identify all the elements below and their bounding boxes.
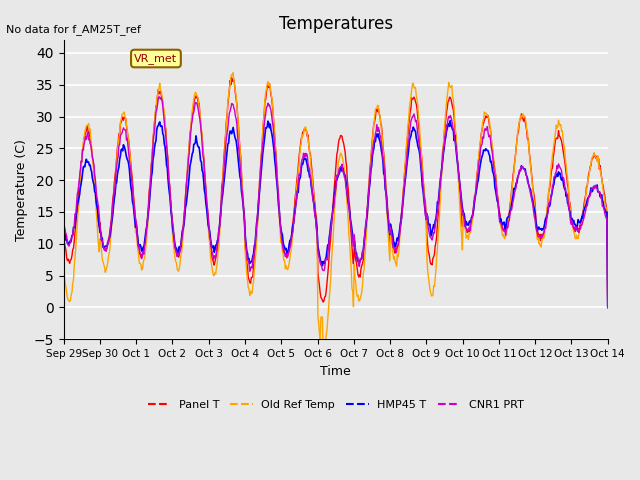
Line: Old Ref Temp: Old Ref Temp — [63, 72, 608, 355]
X-axis label: Time: Time — [320, 365, 351, 378]
Text: VR_met: VR_met — [134, 53, 177, 64]
Text: No data for f_AM25T_ref: No data for f_AM25T_ref — [6, 24, 141, 35]
Line: HMP45 T: HMP45 T — [63, 120, 608, 306]
Old Ref Temp — [419, 176, 427, 181]
Legend: Panel T, Old Ref Temp, HMP45 T, CNR1 PRT: Panel T, Old Ref Temp, HMP45 T, CNR1 PRT — [143, 396, 528, 415]
Old Ref Temp — [319, 352, 327, 358]
Panel T — [125, 146, 133, 152]
Panel T — [604, 305, 612, 311]
Line: Panel T: Panel T — [63, 78, 608, 308]
Panel T — [419, 162, 426, 168]
Panel T — [403, 146, 410, 152]
CNR1 PRT — [70, 226, 77, 231]
Panel T — [228, 75, 236, 81]
Title: Temperatures: Temperatures — [278, 15, 393, 33]
Y-axis label: Temperature (C): Temperature (C) — [15, 139, 28, 240]
Panel T — [70, 245, 77, 251]
HMP45 T — [447, 118, 454, 123]
CNR1 PRT — [155, 94, 163, 99]
HMP45 T — [181, 214, 189, 220]
Old Ref Temp — [60, 261, 67, 267]
HMP45 T — [125, 168, 133, 173]
CNR1 PRT — [211, 253, 218, 259]
CNR1 PRT — [604, 305, 612, 311]
HMP45 T — [402, 174, 410, 180]
HMP45 T — [418, 171, 426, 177]
Old Ref Temp — [181, 207, 189, 213]
Old Ref Temp — [210, 273, 218, 279]
Old Ref Temp — [229, 70, 237, 75]
CNR1 PRT — [182, 195, 189, 201]
HMP45 T — [210, 243, 218, 249]
CNR1 PRT — [403, 159, 410, 165]
CNR1 PRT — [419, 172, 426, 178]
Old Ref Temp — [604, 303, 612, 309]
Panel T — [181, 206, 189, 212]
Line: CNR1 PRT: CNR1 PRT — [63, 96, 608, 308]
Old Ref Temp — [125, 150, 133, 156]
CNR1 PRT — [125, 158, 133, 164]
HMP45 T — [60, 223, 67, 228]
Old Ref Temp — [403, 133, 411, 139]
CNR1 PRT — [60, 221, 67, 227]
HMP45 T — [70, 225, 77, 230]
Panel T — [60, 231, 67, 237]
HMP45 T — [604, 303, 612, 309]
Panel T — [210, 259, 218, 265]
Old Ref Temp — [70, 277, 77, 283]
